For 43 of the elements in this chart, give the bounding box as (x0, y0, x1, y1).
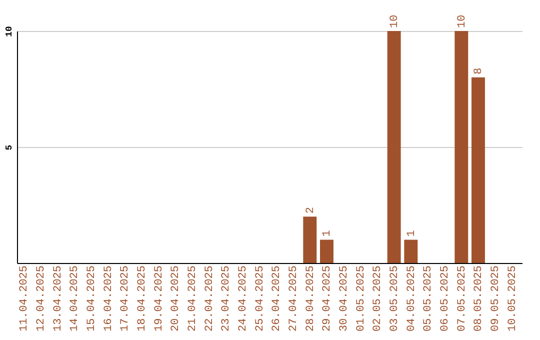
x-tick-label: 04.05.2025 (406, 266, 418, 332)
bar (472, 77, 485, 263)
x-tick-label: 30.04.2025 (338, 266, 351, 332)
x-tick-label: 18.04.2025 (136, 266, 149, 332)
x-tick-label: 01.05.2025 (355, 266, 368, 332)
x-tick-label: 05.05.2025 (422, 266, 435, 332)
bar (303, 216, 317, 263)
y-tick-label: 5 (4, 144, 14, 150)
x-tick-label: 08.05.2025 (473, 266, 486, 332)
x-tick-label: 03.05.2025 (389, 266, 402, 332)
x-tick-label: 11.04.2025 (18, 266, 31, 332)
x-tick-label: 17.04.2025 (120, 266, 132, 332)
x-tick-label: 22.04.2025 (204, 266, 216, 332)
x-tick-label: 13.04.2025 (52, 266, 64, 332)
x-tick-label: 24.04.2025 (238, 266, 250, 332)
x-tick-label: 21.04.2025 (187, 266, 200, 332)
x-tick-label: 12.04.2025 (36, 266, 48, 332)
data-label: 1 (322, 230, 334, 237)
data-label: 10 (389, 14, 402, 28)
bar (454, 31, 468, 263)
bar (320, 240, 334, 263)
x-tick-label: 15.04.2025 (86, 266, 98, 332)
x-tick-label: 14.04.2025 (69, 266, 82, 332)
x-tick-label: 07.05.2025 (456, 266, 468, 332)
x-tick-label: 23.04.2025 (220, 266, 233, 332)
data-label: 10 (456, 14, 468, 28)
bar (404, 240, 418, 263)
data-label: 1 (406, 230, 418, 237)
x-tick-label: 20.04.2025 (170, 266, 182, 332)
data-label: 2 (304, 206, 317, 214)
x-tick-label: 27.04.2025 (288, 266, 300, 332)
x-tick-label: 10.05.2025 (506, 266, 519, 332)
x-tick-label: 25.04.2025 (254, 266, 266, 332)
x-tick-label: 09.05.2025 (490, 266, 502, 332)
x-tick-label: 06.05.2025 (440, 266, 452, 332)
x-tick-label: 29.04.2025 (322, 266, 334, 332)
x-tick-label: 02.05.2025 (372, 266, 384, 332)
x-tick-label: 28.04.2025 (304, 266, 317, 332)
x-tick-label: 16.04.2025 (102, 266, 115, 332)
bar (387, 31, 401, 263)
x-tick-label: 26.04.2025 (271, 266, 284, 332)
x-tick-label: 19.04.2025 (153, 266, 166, 332)
data-label: 8 (473, 68, 486, 74)
